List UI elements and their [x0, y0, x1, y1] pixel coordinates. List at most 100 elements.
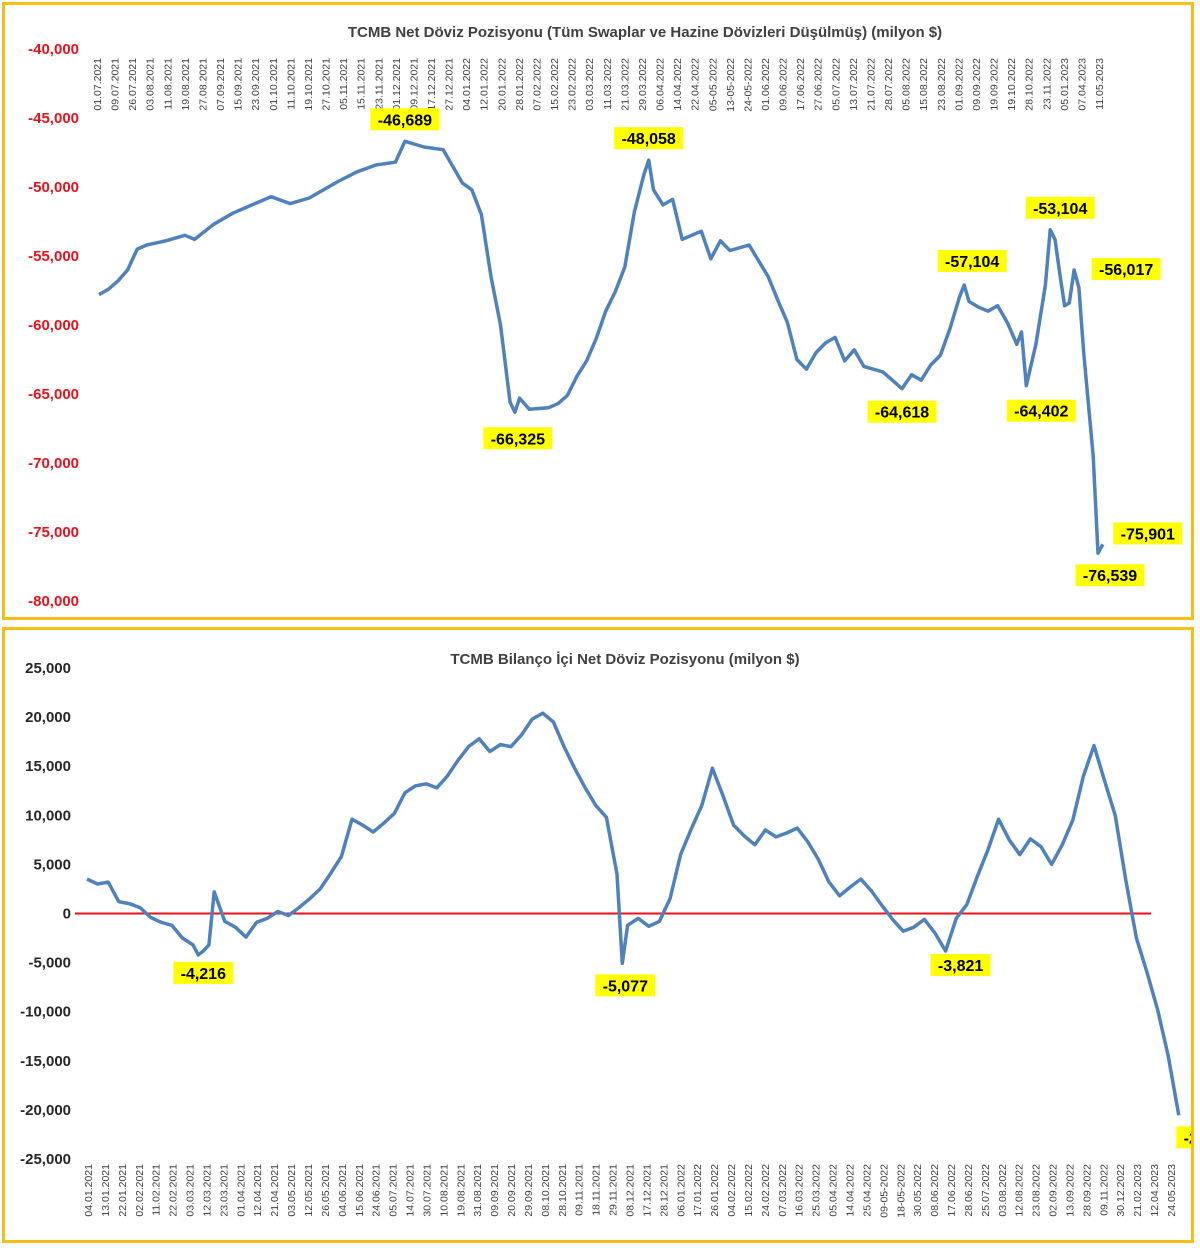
top-chart-panel: TCMB Net Döviz Pozisyonu (Tüm Swaplar ve… — [2, 2, 1194, 620]
x-tick-label: 23.11.2022 — [1041, 58, 1053, 110]
x-tick-label: 03.08.2022 — [997, 1164, 1009, 1217]
x-tick-label: 28.10.2021 — [557, 1164, 569, 1217]
x-tick-label: 26.07.2021 — [127, 58, 139, 111]
x-tick-label: 27.10.2021 — [321, 58, 333, 111]
data-label-background — [370, 108, 440, 131]
x-tick-label: 23.03.2021 — [218, 1164, 230, 1217]
x-tick-label: 09.09.2022 — [971, 58, 983, 111]
data-label: -46,689 — [378, 112, 432, 129]
x-tick-label: 09.06.2022 — [778, 58, 790, 111]
data-label: -53,104 — [1033, 201, 1087, 218]
x-tick-label: 03.05.2021 — [286, 1164, 298, 1217]
x-tick-label: 03.03.2021 — [185, 1164, 197, 1217]
x-tick-label: 05.07.2022 — [830, 58, 842, 111]
data-label-background — [1075, 564, 1145, 587]
x-tick-label: 24.05.2023 — [1166, 1164, 1178, 1217]
x-tick-label: 22.01.2021 — [117, 1164, 129, 1217]
data-label-background — [1006, 399, 1076, 422]
x-tick-label: 19.08.2021 — [180, 58, 192, 111]
data-label: -48,058 — [622, 131, 676, 148]
data-label-background — [937, 250, 1007, 273]
x-tick-label: 05.04.2022 — [828, 1164, 840, 1217]
y-tick-label: -15,000 — [20, 1053, 71, 1070]
x-tick-label: 24.06.2021 — [371, 1164, 383, 1217]
x-tick-label: 31.08.2021 — [472, 1164, 484, 1217]
x-tick-label: 10.08.2021 — [438, 1164, 450, 1217]
data-label-background — [614, 127, 684, 150]
data-label: -75,901 — [1121, 526, 1175, 543]
x-tick-label: 29.09.2021 — [523, 1164, 535, 1217]
x-tick-label: 01.09.2022 — [953, 58, 965, 111]
x-tick-label: 14.04.2022 — [844, 1164, 856, 1217]
x-tick-label: 03.03.2022 — [584, 58, 596, 111]
x-tick-label: 24.02.2022 — [760, 1164, 772, 1217]
x-tick-label: 12.01.2022 — [479, 58, 491, 111]
x-tick-label: 14.07.2021 — [405, 1164, 417, 1217]
x-tick-label: 11.08.2021 — [162, 58, 174, 110]
y-tick-label: 5,000 — [33, 856, 71, 873]
x-tick-label: 07.02.2022 — [531, 58, 543, 111]
data-label: -57,104 — [945, 254, 999, 271]
x-tick-label: 12.04.2021 — [252, 1164, 264, 1217]
x-tick-label: 09.07.2021 — [110, 58, 122, 111]
x-tick-label: 25.07.2022 — [980, 1164, 992, 1217]
y-tick-label: 15,000 — [25, 758, 71, 775]
x-tick-label: 17.06.2022 — [946, 1164, 958, 1217]
x-tick-label: 30.05.2022 — [912, 1164, 924, 1217]
x-tick-label: 09.11.2022 — [1098, 1164, 1110, 1216]
x-tick-label: 11.10.2021 — [285, 58, 297, 110]
x-tick-label: 14.04.2022 — [672, 58, 684, 111]
x-tick-label: 23.02.2022 — [567, 58, 579, 111]
x-tick-label: 15.11.2021 — [356, 58, 368, 110]
x-tick-label: 05.08.2022 — [901, 58, 913, 111]
x-tick-label: 06.04.2022 — [655, 58, 667, 111]
x-tick-label: 26.05.2021 — [320, 1164, 332, 1217]
x-tick-label: 15.02.2022 — [549, 58, 561, 111]
y-tick-label: -65,000 — [28, 386, 79, 403]
x-tick-label: 13-05-2022 — [725, 58, 737, 112]
x-tick-label: 27.12.2021 — [444, 58, 456, 111]
y-tick-label: -40,000 — [28, 41, 79, 58]
x-tick-label: 15.09.2021 — [233, 58, 245, 111]
data-label-background — [483, 427, 553, 450]
x-tick-label: 20.01.2022 — [496, 58, 508, 111]
x-tick-label: 16.03.2022 — [794, 1164, 806, 1217]
x-tick-label: 23.11.2021 — [373, 58, 385, 110]
x-tick-label: 19.08.2021 — [455, 1164, 467, 1217]
x-tick-label: 28.09.2022 — [1081, 1164, 1093, 1217]
x-tick-label: 17.12.2021 — [426, 58, 438, 111]
data-label: -64,618 — [875, 405, 929, 422]
data-label-background — [1091, 258, 1161, 281]
x-tick-label: 07.09.2021 — [215, 58, 227, 111]
y-tick-label: -70,000 — [28, 455, 79, 472]
x-tick-label: 08.06.2022 — [929, 1164, 941, 1217]
x-tick-label: 28.06.2022 — [963, 1164, 975, 1217]
y-tick-label: -5,000 — [28, 955, 71, 972]
x-tick-label: 02.02.2021 — [134, 1164, 146, 1217]
x-tick-label: 01.07.2021 — [92, 58, 104, 111]
x-tick-label: 01.06.2022 — [760, 58, 772, 111]
y-tick-label: -20,000 — [20, 1102, 71, 1119]
x-tick-label: 28.01.2022 — [514, 58, 526, 111]
x-tick-label: 30.12.2022 — [1115, 1164, 1127, 1217]
x-tick-label: 08.12.2021 — [625, 1164, 637, 1217]
x-tick-label: 22.04.2022 — [690, 58, 702, 111]
x-tick-label: 30.07.2021 — [421, 1164, 433, 1217]
x-tick-label: 11.05.2023 — [1094, 58, 1106, 110]
y-tick-label: -25,000 — [20, 1151, 71, 1168]
y-tick-label: -55,000 — [28, 248, 79, 265]
x-tick-label: 13.09.2022 — [1064, 1164, 1076, 1217]
x-tick-label: 27.08.2021 — [197, 58, 209, 111]
x-tick-label: 09-05-2022 — [878, 1164, 890, 1218]
series-line — [86, 711, 1181, 1116]
data-label: -76,539 — [1083, 568, 1137, 585]
x-tick-label: 11.02.2021 — [151, 1164, 163, 1216]
x-tick-label: 05.11.2021 — [338, 58, 350, 110]
x-tick-label: 21.02.2023 — [1132, 1164, 1144, 1217]
y-tick-label: -45,000 — [28, 110, 79, 127]
x-tick-label: 15.02.2022 — [743, 1164, 755, 1217]
data-label-background — [1113, 522, 1183, 545]
x-tick-label: 29.11.2021 — [608, 1164, 620, 1216]
x-tick-label: 12.04.2023 — [1149, 1164, 1161, 1217]
x-tick-label: 17.06.2022 — [795, 58, 807, 111]
